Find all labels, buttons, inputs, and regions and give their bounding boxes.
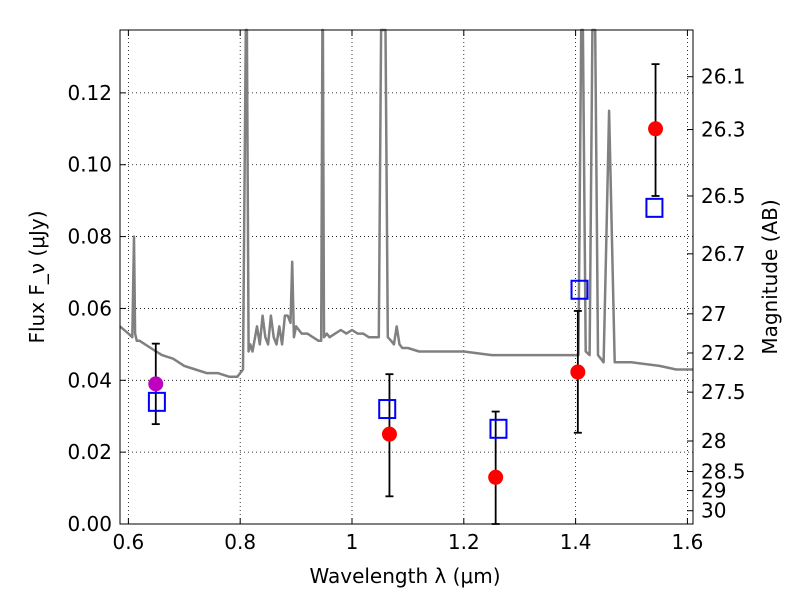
x-axis-label: Wavelength λ (μm) bbox=[309, 564, 500, 588]
data-point bbox=[148, 376, 164, 392]
y-tick-label: 0.08 bbox=[67, 225, 112, 249]
ticks-layer: 0.6 0.8 1 1.2 1.4 1.6 0.00 0.02 0.04 0.06 0.08 0.10… bbox=[67, 30, 746, 554]
right-tick-label: 28.5 bbox=[701, 460, 746, 484]
y-tick-label: 0.04 bbox=[67, 368, 112, 392]
y-tick-label: 0.06 bbox=[67, 296, 112, 320]
data-point bbox=[381, 426, 397, 442]
y-tick-label: 0.10 bbox=[67, 153, 112, 177]
points-layer bbox=[147, 121, 664, 485]
right-tick-label: 27 bbox=[701, 302, 726, 326]
right-tick-label: 27.5 bbox=[701, 380, 746, 404]
right-tick-label: 28 bbox=[701, 429, 726, 453]
data-point bbox=[488, 469, 504, 485]
model-square bbox=[570, 279, 589, 300]
right-tick-label: 26.1 bbox=[701, 65, 746, 89]
right-tick-label: 30 bbox=[701, 499, 726, 523]
x-tick-label: 1.4 bbox=[560, 530, 592, 554]
y-axis-right-label: Magnitude (AB) bbox=[758, 199, 782, 354]
spectrum-layer bbox=[119, 28, 693, 378]
model-square bbox=[489, 418, 508, 439]
x-tick-label: 1 bbox=[346, 530, 359, 554]
right-tick-label: 27.2 bbox=[701, 341, 746, 365]
model-square bbox=[147, 391, 166, 412]
model-square bbox=[645, 197, 664, 218]
right-tick-label: 26.3 bbox=[701, 118, 746, 142]
data-point bbox=[648, 121, 664, 137]
spectrum-line bbox=[119, 28, 693, 378]
model-square bbox=[378, 399, 397, 420]
y-axis-label: Flux F_ν (μJy) bbox=[25, 210, 49, 343]
grid bbox=[120, 30, 693, 524]
data-point bbox=[570, 364, 586, 380]
plot-frame bbox=[119, 29, 694, 525]
y-tick-label: 0.12 bbox=[67, 81, 112, 105]
x-tick-label: 1.2 bbox=[448, 530, 480, 554]
y-tick-label: 0.00 bbox=[67, 512, 112, 536]
right-tick-label: 26.5 bbox=[701, 184, 746, 208]
x-tick-label: 0.8 bbox=[224, 530, 256, 554]
x-tick-label: 1.6 bbox=[672, 530, 704, 554]
y-tick-label: 0.02 bbox=[67, 440, 112, 464]
x-tick-label: 0.6 bbox=[112, 530, 144, 554]
right-tick-label: 29 bbox=[701, 479, 726, 503]
right-tick-label: 26.7 bbox=[701, 242, 746, 266]
